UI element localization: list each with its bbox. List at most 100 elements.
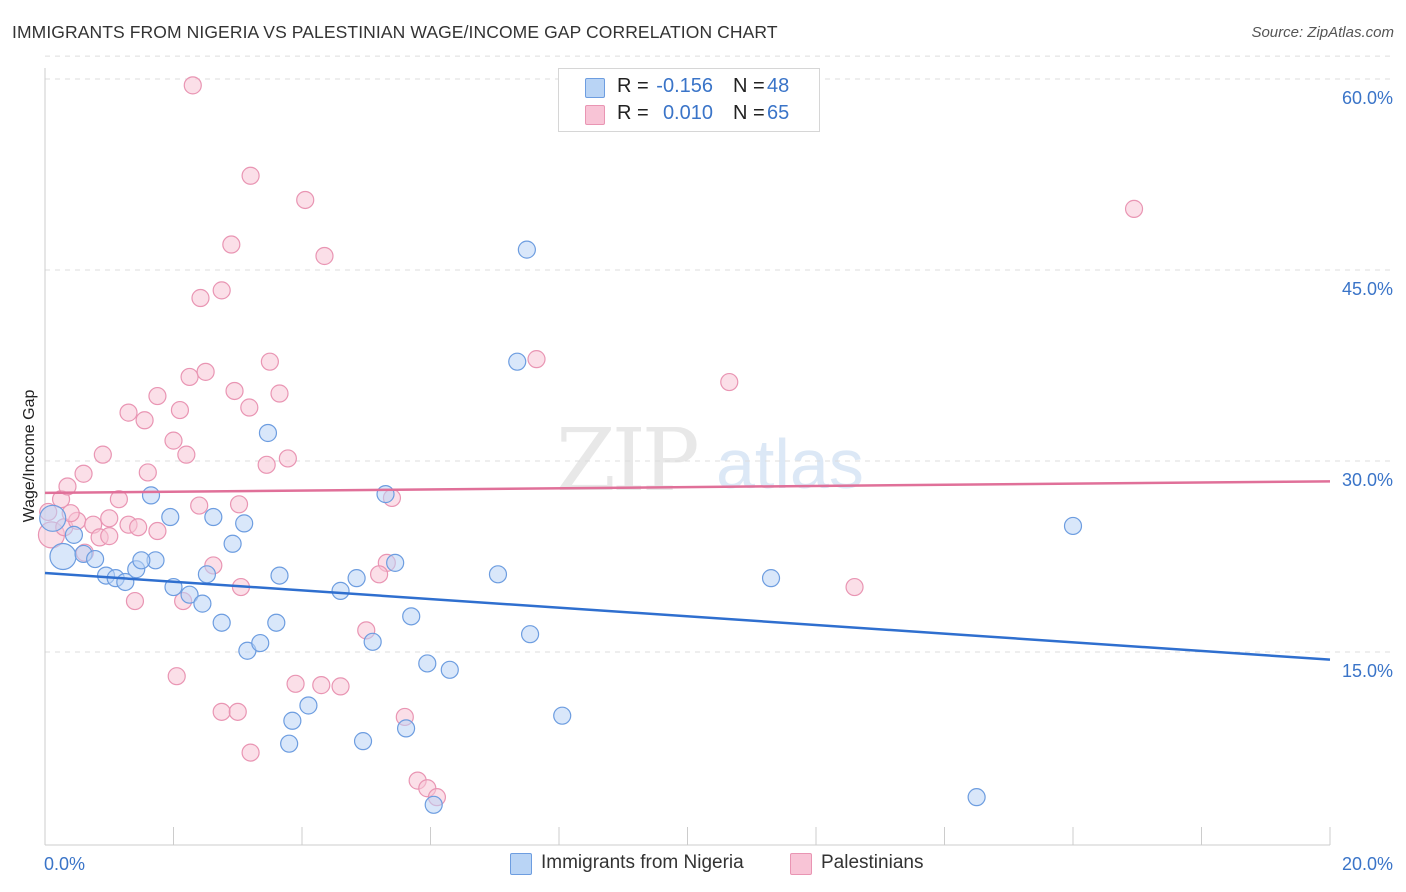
nigeria-point (347, 569, 366, 588)
palestinians-point (119, 403, 138, 422)
palestinians-point (167, 667, 186, 686)
y-tick-label: 60.0% (1342, 88, 1393, 108)
y-tick-label: 15.0% (1342, 661, 1393, 681)
chart-title: IMMIGRANTS FROM NIGERIA VS PALESTINIAN W… (12, 22, 778, 42)
palestinians-point (190, 496, 209, 515)
palestinians-point (278, 449, 297, 468)
source-credit: Source: ZipAtlas.com (1251, 24, 1394, 41)
nigeria-point (197, 565, 217, 584)
nigeria-point (235, 514, 254, 533)
r-value: 0.010 (662, 102, 713, 124)
nigeria-swatch (510, 853, 532, 875)
axes (44, 68, 1331, 846)
palestinians-point (170, 400, 190, 420)
palestinians-point (109, 490, 128, 509)
nigeria-point (258, 423, 278, 443)
nigeria-point (132, 551, 151, 570)
x-tick-labels: 0.0% 20.0% (44, 854, 1393, 874)
palestinians-trendline (44, 480, 1331, 495)
palestinians-swatch (585, 105, 605, 125)
nigeria-point (299, 696, 318, 715)
nigeria-point (418, 654, 437, 673)
nigeria-trendline (44, 571, 1331, 661)
palestinians-point (100, 527, 119, 546)
nigeria-point (386, 553, 405, 572)
nigeria-point (331, 581, 350, 600)
palestinians-point (331, 677, 350, 696)
palestinians-point (212, 281, 231, 300)
nigeria-point (1063, 516, 1083, 536)
nigeria-point (251, 633, 270, 653)
nigeria-point (363, 632, 382, 651)
correlation-legend: R = -0.156 N = 48 R = 0.010 N = 65 (558, 68, 820, 132)
palestinians-point (196, 362, 215, 381)
palestinians-point (229, 495, 249, 514)
palestinians-point (370, 565, 389, 584)
y-tick-label: 30.0% (1342, 470, 1393, 490)
palestinians-point (312, 676, 331, 695)
watermark: ZIP atlas (556, 411, 864, 511)
palestinians-point (183, 76, 202, 95)
palestinians-point (241, 743, 260, 762)
y-tick-label: 45.0% (1342, 279, 1393, 299)
nigeria-point (283, 711, 302, 730)
nigeria-point (161, 507, 180, 527)
palestinians-point (93, 445, 112, 464)
nigeria-point (141, 486, 161, 505)
nigeria-point (49, 542, 77, 571)
nigeria-point (440, 660, 459, 679)
nigeria-point (193, 594, 212, 613)
n-value: 48 (767, 75, 790, 97)
nigeria-point (396, 719, 416, 738)
legend-row-palestinians: R = 0.010 N = 65 (559, 100, 819, 128)
palestinians-point (1124, 199, 1144, 218)
nigeria-point (424, 795, 443, 814)
palestinians-point (148, 521, 167, 541)
nigeria-swatch (585, 78, 605, 98)
palestinians-point (270, 384, 289, 403)
palestinians-point (148, 386, 167, 406)
nigeria-point (402, 607, 421, 626)
nigeria-point (553, 706, 572, 725)
palestinians-point (129, 518, 148, 537)
palestinians-point (58, 477, 77, 496)
nigeria-point (204, 507, 223, 527)
palestinians-point (125, 591, 145, 611)
nigeria-point (353, 732, 373, 751)
r-label: R = (617, 75, 649, 97)
legend-row-nigeria: R = -0.156 N = 48 (559, 73, 819, 101)
palestinians-point (212, 702, 231, 721)
palestinians-point (296, 190, 315, 210)
palestinians-point (222, 235, 241, 254)
nigeria-points (39, 240, 1083, 814)
palestinians-point (720, 372, 739, 392)
nigeria-point (280, 734, 299, 753)
palestinians-point (191, 288, 210, 308)
palestinians-point (240, 398, 259, 417)
palestinians-point (164, 431, 183, 450)
x-tick-label-max: 20.0% (1342, 854, 1393, 874)
palestinians-point (100, 509, 119, 528)
r-value: -0.156 (656, 75, 713, 97)
palestinians-point (260, 352, 279, 371)
legend-label-nigeria: Immigrants from Nigeria (541, 852, 744, 873)
nigeria-point (967, 788, 986, 807)
nigeria-point (520, 625, 540, 644)
r-label: R = (617, 102, 649, 124)
legend-label-palestinians: Palestinians (821, 852, 924, 873)
gridlines (45, 55, 1393, 653)
nigeria-point (64, 525, 84, 544)
n-label: N = (733, 102, 765, 124)
n-label: N = (733, 75, 765, 97)
y-axis-label: Wage/Income Gap (21, 390, 38, 523)
nigeria-point (508, 352, 527, 371)
palestinians-point (180, 367, 199, 387)
nigeria-point (517, 240, 536, 259)
palestinians-point (74, 464, 93, 483)
x-tick-label-min: 0.0% (44, 854, 85, 874)
nigeria-point (180, 585, 199, 604)
nigeria-point (39, 504, 67, 532)
nigeria-point (270, 566, 289, 585)
palestinians-point (138, 463, 157, 482)
